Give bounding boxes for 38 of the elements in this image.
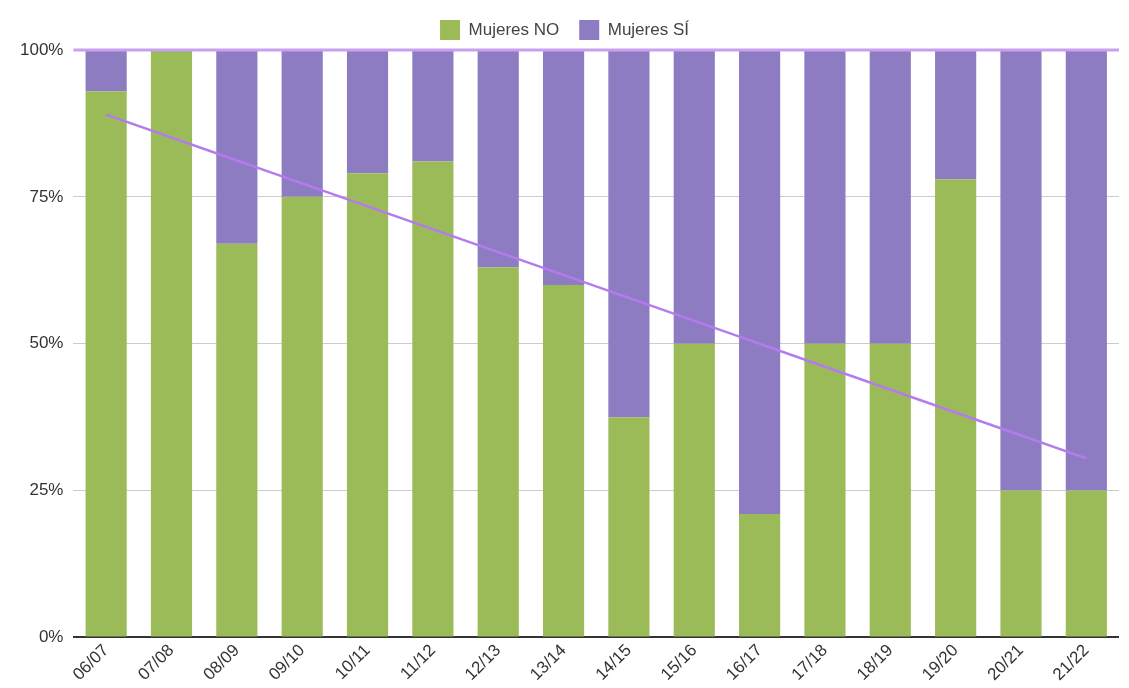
y-tick-label: 0% [38, 627, 64, 647]
bar [477, 50, 519, 268]
bar [804, 50, 846, 344]
bar [412, 161, 454, 637]
bar [673, 50, 715, 344]
bar [869, 343, 911, 637]
bar [739, 514, 781, 637]
bar [1065, 490, 1107, 637]
bar [869, 50, 911, 344]
bar [542, 285, 585, 637]
bar [673, 343, 715, 637]
y-tick-label: 25% [29, 480, 64, 500]
bar [1000, 490, 1042, 637]
bar [346, 173, 389, 637]
bar [216, 243, 258, 637]
y-tick-label: 100% [20, 39, 64, 59]
bar [477, 267, 519, 637]
bar [608, 417, 650, 637]
bar [281, 196, 323, 637]
bar [85, 91, 127, 637]
bar [739, 50, 781, 515]
y-tick-label: 75% [29, 186, 64, 206]
bar [935, 179, 977, 637]
bar [542, 50, 585, 285]
bar [150, 50, 193, 637]
y-tick-label: 50% [29, 333, 64, 353]
bar [216, 50, 258, 244]
bar [804, 343, 846, 637]
legend-label: Mujeres SÍ [607, 19, 690, 39]
bar [1065, 50, 1107, 491]
bar [935, 50, 977, 180]
bar [281, 50, 323, 197]
legend-label: Mujeres NO [468, 19, 560, 39]
bar [85, 50, 127, 92]
bar [412, 50, 454, 162]
bar [608, 50, 650, 418]
bar [1000, 50, 1042, 491]
bar [346, 50, 389, 174]
